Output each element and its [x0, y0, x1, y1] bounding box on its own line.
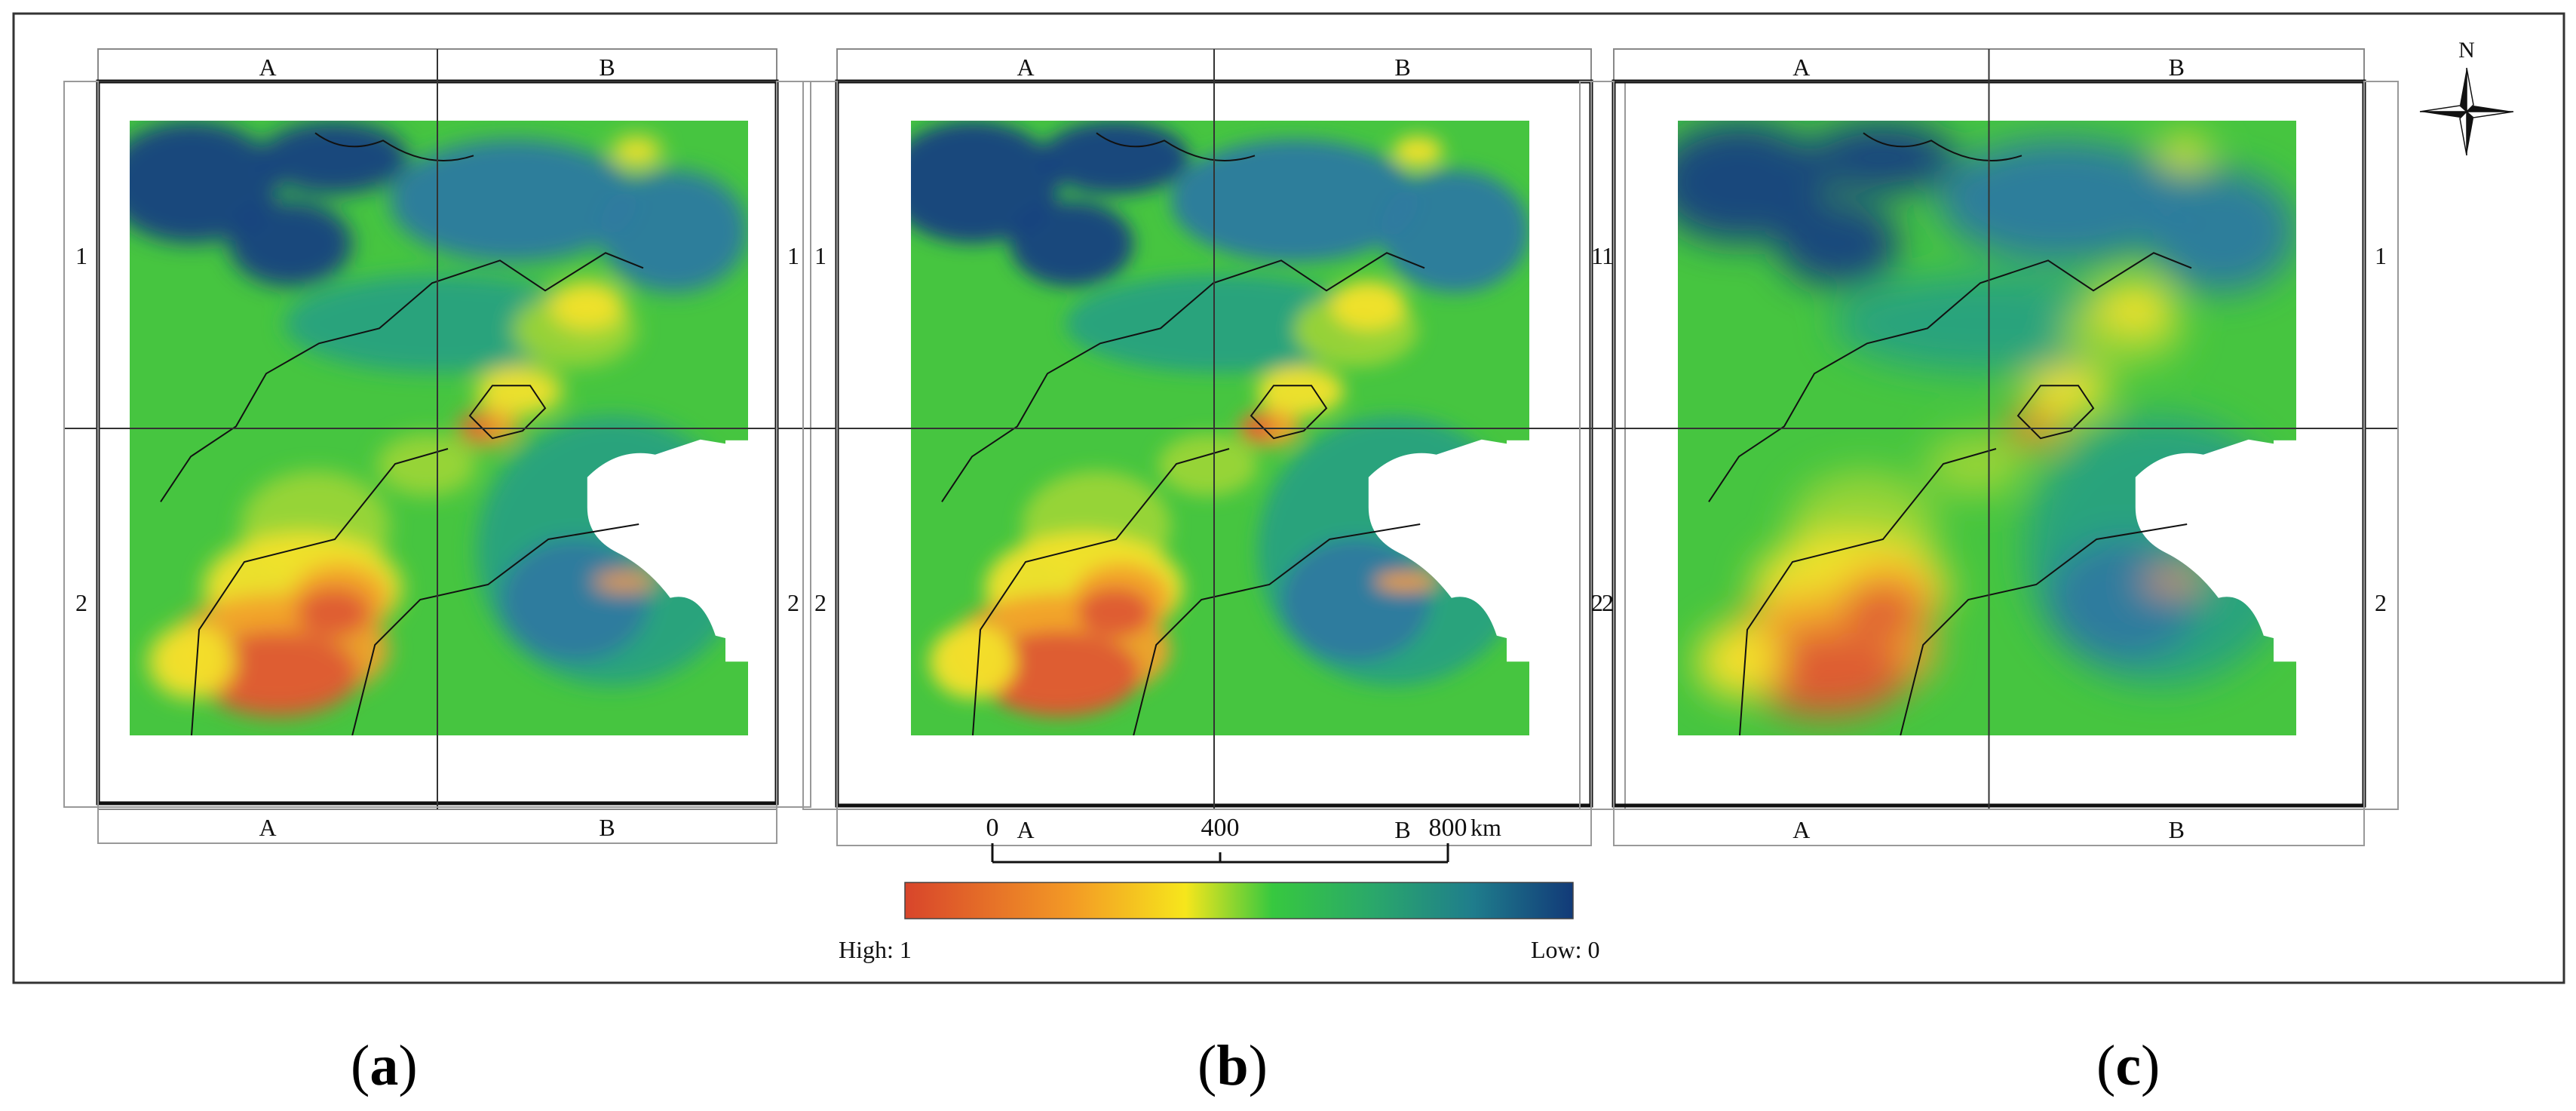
caption-a: (a) [351, 1034, 418, 1097]
grid-label-right-2: 2 [1602, 589, 1614, 616]
grid-label-bottom-B: B [1394, 816, 1410, 843]
sea-area [1368, 439, 1527, 643]
grid-label-left-1: 1 [814, 242, 826, 269]
grid-label-right-1: 1 [1602, 242, 1614, 269]
grid-label-top-B: B [599, 54, 615, 81]
color-legend: High: 1 Low: 0 [839, 882, 1600, 963]
caption-b: (b) [1198, 1034, 1268, 1097]
province-boundaries [160, 132, 644, 735]
grid-label-left-2: 2 [814, 589, 826, 616]
grid-label-top-B: B [1394, 54, 1410, 81]
figure-frame [12, 12, 2565, 984]
scale-bar: 0 400 800 km [986, 814, 1501, 864]
scale-tick-800: 800 [1429, 814, 1467, 842]
north-label: N [2458, 38, 2475, 63]
map-panel-c: A B A B 1 2 1 2 [1579, 48, 2399, 846]
scale-unit: km [1470, 814, 1501, 841]
grid-label-bottom-A: A [1017, 816, 1034, 843]
grid-label-top-A: A [1792, 54, 1810, 81]
grid-label-bottom-A: A [259, 814, 276, 841]
map-panel-a: A B A B 1 2 1 2 [63, 48, 811, 844]
grid-label-top-A: A [259, 54, 276, 81]
grid-label-left-2: 2 [75, 589, 87, 616]
grid-label-right-1: 1 [787, 242, 799, 269]
map-panel-b: A B A B 1 2 1 2 [802, 48, 1626, 846]
legend-low-label: Low: 0 [1531, 936, 1600, 963]
scale-tick-400: 400 [1201, 814, 1240, 842]
grid-label-right-2: 2 [787, 589, 799, 616]
north-arrow: N [2419, 38, 2514, 156]
grid-label-top-A: A [1017, 54, 1034, 81]
scale-tick-0: 0 [986, 814, 999, 842]
province-boundaries [1708, 132, 2192, 735]
legend-high-label: High: 1 [839, 936, 912, 963]
grid-label-left-1: 1 [75, 242, 87, 269]
grid-label-top-B: B [2169, 54, 2185, 81]
grid-label-right-2: 2 [2375, 589, 2387, 616]
grid-label-right-1: 1 [2375, 242, 2387, 269]
sea-area [587, 439, 746, 643]
suitability-map [1678, 121, 2296, 735]
grid-label-left-1: 1 [1591, 242, 1603, 269]
province-boundaries [941, 132, 1425, 735]
grid-label-bottom-B: B [599, 814, 615, 841]
caption-c: (c) [2096, 1034, 2160, 1097]
grid-label-left-2: 2 [1591, 589, 1603, 616]
grid-label-bottom-A: A [1792, 816, 1810, 843]
grid-label-bottom-B: B [2169, 816, 2185, 843]
map-panels: A B A B 1 2 1 2 A B A B 1 2 1 2 A B A B 1 2 1 2 [63, 48, 2399, 846]
legend-color-ramp [904, 882, 1574, 919]
sea-area [2135, 439, 2294, 643]
